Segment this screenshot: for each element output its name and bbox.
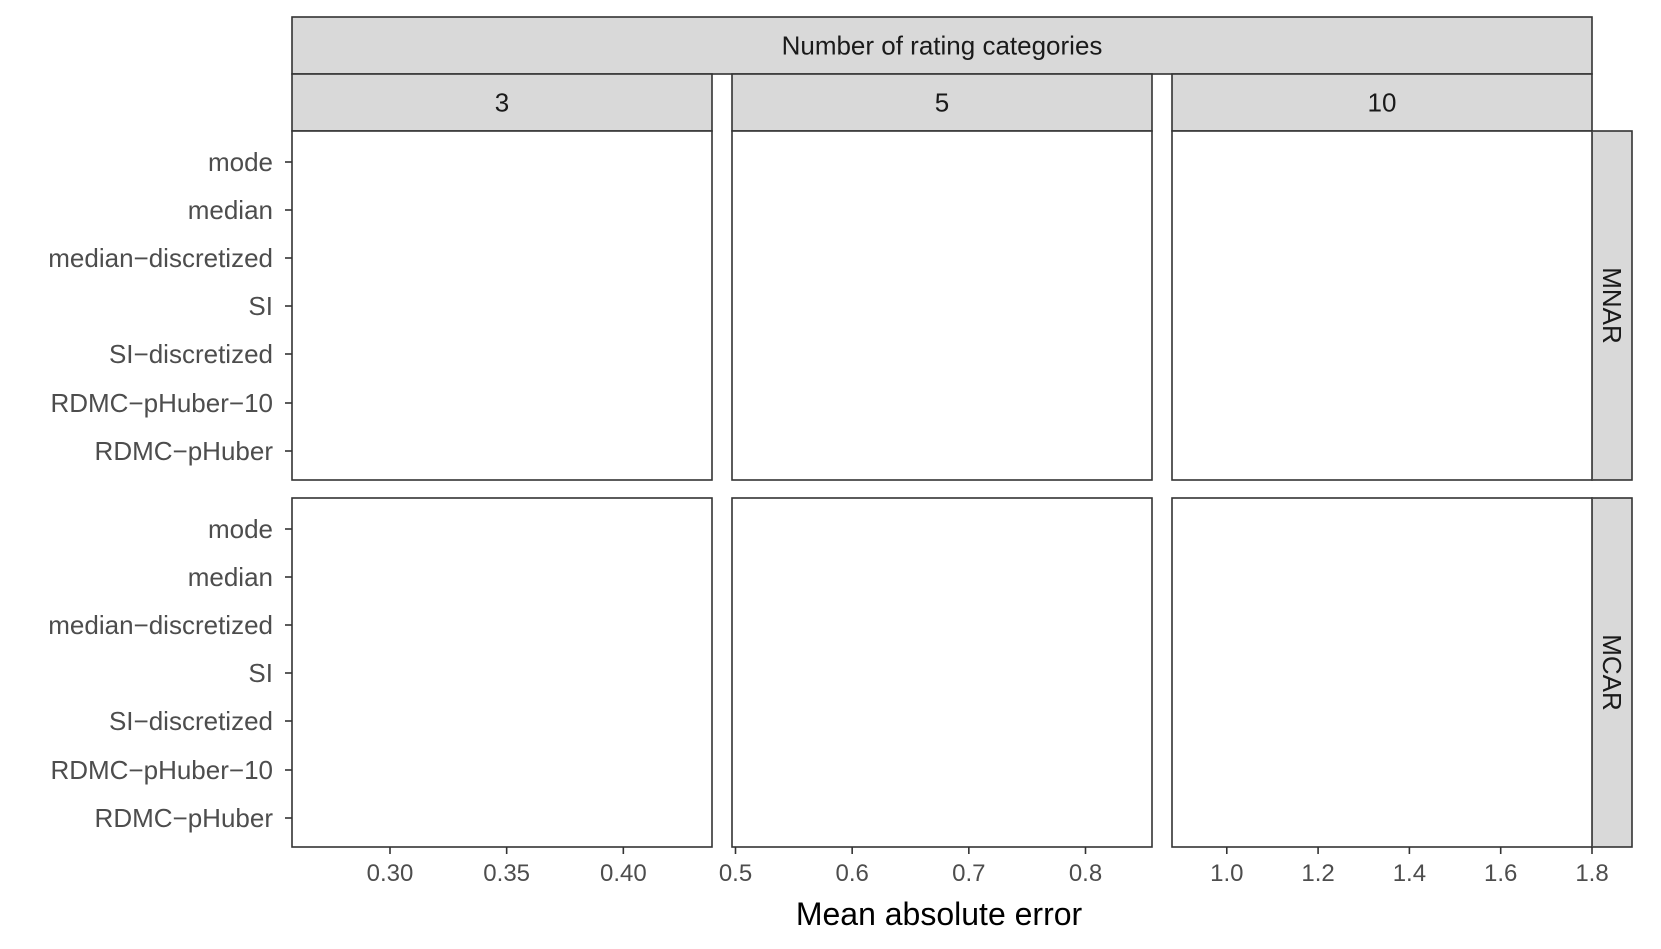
method-label-mnar-mode: mode [208,147,273,177]
method-label-mnar-rdmc-phuber-10: RDMC−pHuber−10 [50,388,273,418]
x-axes: 0.30 0.35 0.40 0.5 0.6 0.7 0.8 1.0 1.2 1.4 1.6 1.8 [367,847,1609,887]
column-strip-3 [291,73,713,132]
panel-border [1171,497,1593,848]
method-labels: mode median median−discretized SI SI−discret… [48,147,292,833]
panel-mnar-5 [731,130,1153,481]
x-tick-label-10: 1.2 [1301,860,1334,887]
x-tick-label-5: 0.7 [952,860,985,887]
column-strip-label-10: 10 [1368,88,1397,118]
x-tick-label-10: 1.4 [1393,860,1426,887]
method-label-mnar-si: SI [248,291,273,321]
method-label-mnar-si-discretized: SI−discretized [109,339,273,369]
panel-mcar-3 [291,497,713,848]
x-tick-label-5: 0.6 [835,860,868,887]
method-label-mcar-rdmc-phuber-10: RDMC−pHuber−10 [50,755,273,785]
method-label-mcar-median-discretized: median−discretized [48,610,273,640]
x-tick-label-3: 0.40 [600,860,647,887]
facet-strips: Number of rating categories 3 5 10 MNAR MCAR [291,16,1633,848]
row-strip-mcar [1591,497,1633,848]
method-label-mnar-median-discretized: median−discretized [48,243,273,273]
panel-border [1171,130,1593,481]
method-label-mnar-rdmc-phuber: RDMC−pHuber [95,436,274,466]
top-strip [291,16,1593,75]
row-strip-label-mnar: MNAR [1597,267,1627,344]
panel-mnar-3 [291,130,713,481]
method-label-mcar-rdmc-phuber: RDMC−pHuber [95,803,274,833]
row-strip-mnar [1591,130,1633,481]
panel-mcar-5 [731,497,1153,848]
facet-panels [291,130,1593,848]
panel-border [291,130,713,481]
column-strip-label-5: 5 [935,88,949,118]
x-tick-label-3: 0.30 [367,860,414,887]
method-label-mcar-mode: mode [208,514,273,544]
x-tick-label-5: 0.5 [719,860,752,887]
panel-border [731,497,1153,848]
x-tick-label-3: 0.35 [483,860,530,887]
method-label-mcar-si-discretized: SI−discretized [109,706,273,736]
method-label-mcar-si: SI [248,658,273,688]
x-tick-label-10: 1.0 [1210,860,1243,887]
top-strip-label: Number of rating categories [782,31,1103,61]
panel-mnar-10 [1171,130,1593,481]
x-axis-title: Mean absolute error [796,896,1083,932]
x-tick-label-10: 1.8 [1575,860,1608,887]
panel-border [731,130,1153,481]
x-tick-label-10: 1.6 [1484,860,1517,887]
x-tick-label-5: 0.8 [1069,860,1102,887]
row-strip-label-mcar: MCAR [1597,634,1627,711]
method-label-mnar-median: median [188,195,273,225]
column-strip-label-3: 3 [495,88,509,118]
column-strip-10 [1171,73,1593,132]
panel-mcar-10 [1171,497,1593,848]
panel-border [291,497,713,848]
method-label-mcar-median: median [188,562,273,592]
